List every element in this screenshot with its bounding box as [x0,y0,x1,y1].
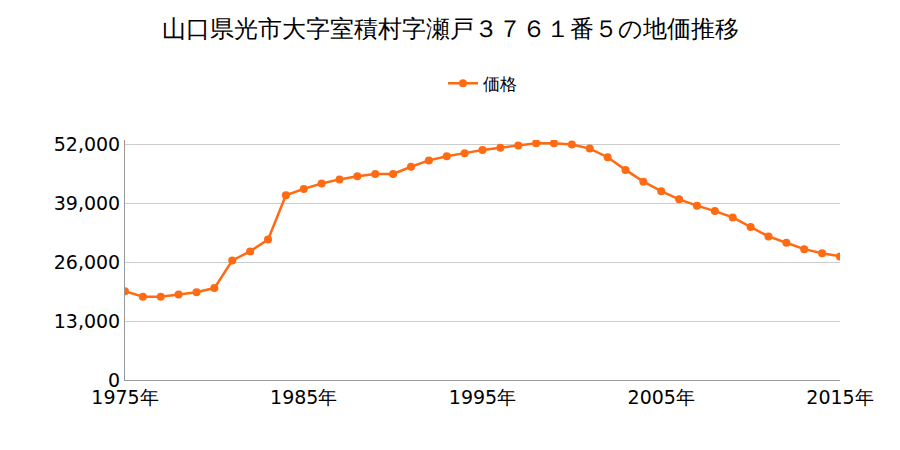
svg-text:39,000: 39,000 [54,192,120,214]
svg-text:52,000: 52,000 [54,133,120,155]
svg-text:13,000: 13,000 [54,310,120,332]
svg-text:2005年: 2005年 [628,386,695,408]
svg-text:山口県光市大字室積村字瀬戸３７６１番５の地価推移: 山口県光市大字室積村字瀬戸３７６１番５の地価推移 [162,15,739,43]
svg-text:1985年: 1985年 [270,386,337,408]
svg-text:1995年: 1995年 [449,386,516,408]
svg-text:26,000: 26,000 [54,251,120,273]
svg-text:価格: 価格 [483,74,517,94]
svg-text:0: 0 [108,369,120,391]
svg-text:1975年: 1975年 [91,386,158,408]
svg-text:2015年: 2015年 [806,386,873,408]
